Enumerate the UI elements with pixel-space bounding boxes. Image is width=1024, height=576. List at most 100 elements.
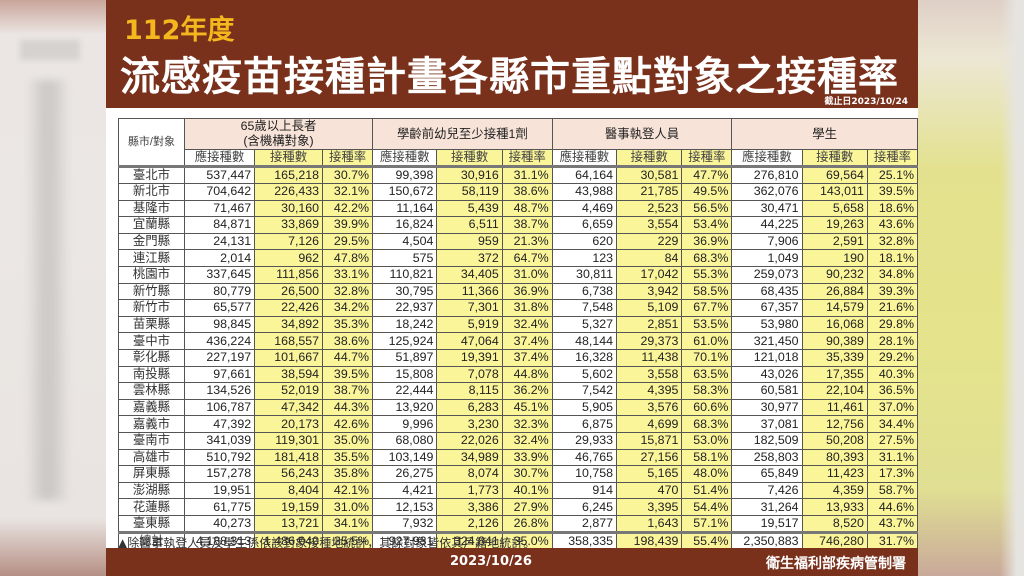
vaccinated-count-cell: 4,359 bbox=[801, 481, 868, 500]
rate-cell: 64.7% bbox=[501, 249, 553, 267]
vaccinated-count-cell: 20,173 bbox=[254, 415, 324, 433]
subheader-rate: 接種率 bbox=[501, 149, 553, 167]
target-count-cell: 110,821 bbox=[372, 265, 438, 284]
rate-cell: 38.7% bbox=[501, 216, 553, 234]
target-count-cell: 30,471 bbox=[731, 199, 803, 218]
target-count-cell: 37,081 bbox=[731, 415, 803, 433]
footnote: ▲除醫事執登人員及學生係依該對象接種地統計，其餘對象皆依其戶籍地統計。 bbox=[118, 536, 536, 550]
vaccinated-count-cell: 1,643 bbox=[616, 514, 683, 533]
target-count-cell: 65,849 bbox=[731, 465, 803, 483]
county-name: 雲林縣 bbox=[118, 382, 185, 400]
table-row: 臺南市 341,039 119,301 35.0% 68,080 22,026 32.4% 2… bbox=[118, 431, 919, 450]
vaccinated-count-cell: 229 bbox=[616, 232, 683, 251]
rate-cell: 63.5% bbox=[681, 365, 733, 384]
county-name: 桃園市 bbox=[118, 265, 185, 284]
rate-cell: 32.8% bbox=[322, 282, 374, 301]
target-count-cell: 30,977 bbox=[731, 398, 803, 417]
rate-cell: 38.7% bbox=[322, 382, 374, 400]
rate-cell: 45.1% bbox=[501, 398, 553, 417]
target-count-cell: 121,018 bbox=[731, 348, 803, 367]
county-name: 澎湖縣 bbox=[118, 481, 185, 500]
vaccinated-count-cell: 165,218 bbox=[254, 165, 324, 184]
target-count-cell: 134,526 bbox=[183, 382, 256, 400]
target-count-cell: 60,581 bbox=[731, 382, 803, 400]
subheader-vaccinated: 接種數 bbox=[801, 149, 868, 167]
table-row: 苗栗縣 98,845 34,892 35.3% 18,242 5,919 32.4% 5,32… bbox=[118, 315, 919, 334]
vaccinated-count-cell: 198,439 bbox=[616, 530, 683, 550]
vaccinated-count-cell: 30,160 bbox=[254, 199, 324, 218]
vaccinated-count-cell: 26,884 bbox=[801, 282, 868, 301]
county-name: 宜蘭縣 bbox=[118, 216, 185, 234]
target-count-cell: 29,933 bbox=[551, 431, 618, 450]
vaccinated-count-cell: 2,851 bbox=[616, 315, 683, 334]
rate-cell: 36.9% bbox=[681, 232, 733, 251]
target-count-cell: 44,225 bbox=[731, 216, 803, 234]
rate-cell: 36.5% bbox=[866, 382, 919, 400]
target-count-cell: 98,845 bbox=[183, 315, 256, 334]
vaccinated-count-cell: 5,919 bbox=[436, 315, 503, 334]
vaccinated-count-cell: 15,871 bbox=[616, 431, 683, 450]
rate-cell: 34.1% bbox=[322, 514, 374, 533]
vaccinated-count-cell: 101,667 bbox=[254, 348, 324, 367]
rate-cell: 18.6% bbox=[866, 199, 919, 218]
rate-cell: 58.3% bbox=[681, 382, 733, 400]
vaccinated-count-cell: 16,068 bbox=[801, 315, 868, 334]
rate-cell: 40.3% bbox=[866, 365, 919, 384]
footer-banner: 2023/10/26 衛生福利部疾病管制署 bbox=[106, 548, 918, 576]
rate-cell: 70.1% bbox=[681, 348, 733, 367]
subheader-target: 應接種數 bbox=[551, 149, 618, 167]
target-count-cell: 259,073 bbox=[731, 265, 803, 284]
blurred-background-left bbox=[0, 0, 106, 576]
target-count-cell: 227,197 bbox=[183, 348, 256, 367]
rate-cell: 17.3% bbox=[866, 465, 919, 483]
table-row: 臺東縣 40,273 13,721 34.1% 7,932 2,126 26.8% 2,877… bbox=[118, 514, 919, 533]
target-count-cell: 5,327 bbox=[551, 315, 618, 334]
subheader-rate: 接種率 bbox=[681, 149, 733, 167]
vaccinated-count-cell: 47,064 bbox=[436, 332, 503, 350]
rate-cell: 47.8% bbox=[322, 249, 374, 267]
vaccinated-count-cell: 2,126 bbox=[436, 514, 503, 533]
vaccinated-count-cell: 3,386 bbox=[436, 498, 503, 516]
table-row: 連江縣 2,014 962 47.8% 575 372 64.7% 123 84 68.3% 1,0… bbox=[118, 249, 919, 267]
vaccinated-count-cell: 3,395 bbox=[616, 498, 683, 516]
target-count-cell: 68,080 bbox=[372, 431, 438, 450]
vaccinated-count-cell: 84 bbox=[616, 249, 683, 267]
rate-cell: 61.0% bbox=[681, 332, 733, 350]
target-count-cell: 64,164 bbox=[551, 165, 618, 184]
vaccinated-count-cell: 8,074 bbox=[436, 465, 503, 483]
vaccinated-count-cell: 50,208 bbox=[801, 431, 868, 450]
target-count-cell: 71,467 bbox=[183, 199, 256, 218]
county-name: 新竹縣 bbox=[118, 282, 185, 301]
target-count-cell: 103,149 bbox=[372, 448, 438, 467]
vaccinated-count-cell: 226,433 bbox=[254, 183, 324, 201]
subheader-vaccinated: 接種數 bbox=[616, 149, 683, 167]
vaccinated-count-cell: 22,026 bbox=[436, 431, 503, 450]
rate-cell: 53.5% bbox=[681, 315, 733, 334]
rate-cell: 32.4% bbox=[501, 431, 553, 450]
agency-name: 衛生福利部疾病管制署 bbox=[766, 556, 906, 572]
target-count-cell: 18,242 bbox=[372, 315, 438, 334]
vaccinated-count-cell: 13,721 bbox=[254, 514, 324, 533]
rate-cell: 60.6% bbox=[681, 398, 733, 417]
rate-cell: 33.1% bbox=[322, 265, 374, 284]
subheader-rate: 接種率 bbox=[866, 149, 919, 167]
county-name: 彰化縣 bbox=[118, 348, 185, 367]
vaccinated-count-cell: 8,115 bbox=[436, 382, 503, 400]
target-count-cell: 12,153 bbox=[372, 498, 438, 516]
subheader-target: 應接種數 bbox=[372, 149, 438, 167]
rate-cell: 68.3% bbox=[681, 415, 733, 433]
county-name: 嘉義市 bbox=[118, 415, 185, 433]
table-row: 金門縣 24,131 7,126 29.5% 4,504 959 21.3% 620 229 36… bbox=[118, 232, 919, 251]
rate-cell: 58.5% bbox=[681, 282, 733, 301]
target-count-cell: 13,920 bbox=[372, 398, 438, 417]
target-count-cell: 6,738 bbox=[551, 282, 618, 301]
table-row: 屏東縣 157,278 56,243 35.8% 26,275 8,074 30.7% 10,… bbox=[118, 465, 919, 483]
rate-cell: 40.1% bbox=[501, 481, 553, 500]
rate-cell: 33.9% bbox=[501, 448, 553, 467]
table-row: 桃園市 337,645 111,856 33.1% 110,821 34,405 31.0%… bbox=[118, 265, 919, 284]
subheader-vaccinated: 接種數 bbox=[254, 149, 324, 167]
target-count-cell: 46,765 bbox=[551, 448, 618, 467]
target-count-cell: 19,517 bbox=[731, 514, 803, 533]
vaccinated-count-cell: 4,395 bbox=[616, 382, 683, 400]
table-row: 嘉義市 47,392 20,173 42.6% 9,996 3,230 32.3% 6,875… bbox=[118, 415, 919, 433]
